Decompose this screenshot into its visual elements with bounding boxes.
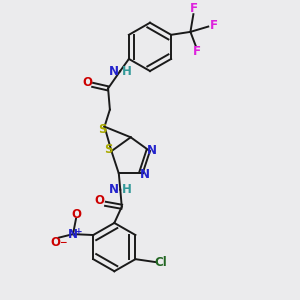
Text: −: − [59, 238, 67, 247]
Text: O: O [72, 208, 82, 221]
Text: H: H [122, 65, 131, 78]
Text: S: S [98, 122, 107, 136]
Text: N: N [68, 228, 78, 241]
Text: F: F [189, 2, 197, 15]
Text: O: O [82, 76, 92, 89]
Text: F: F [193, 45, 201, 58]
Text: O: O [50, 236, 60, 249]
Text: N: N [140, 168, 150, 181]
Text: S: S [103, 143, 112, 156]
Text: N: N [109, 65, 119, 78]
Text: N: N [109, 183, 119, 196]
Text: +: + [75, 227, 83, 236]
Text: F: F [210, 19, 218, 32]
Text: Cl: Cl [154, 256, 167, 268]
Text: N: N [147, 144, 157, 157]
Text: H: H [122, 183, 132, 196]
Text: O: O [94, 194, 104, 207]
